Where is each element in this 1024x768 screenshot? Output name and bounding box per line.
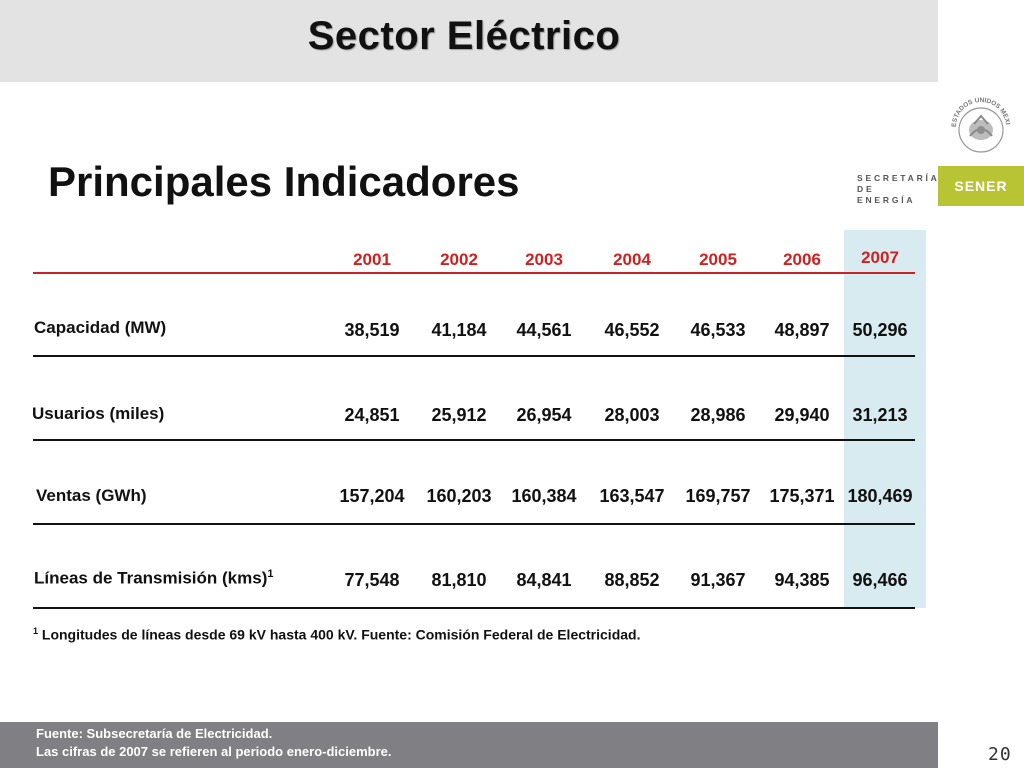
footnote: 1 Longitudes de líneas desde 69 kV hasta… (33, 626, 640, 643)
table-cell: 175,371 (769, 486, 835, 506)
table-cell: 31,213 (852, 405, 908, 425)
table-cell: 48,897 (774, 320, 830, 340)
table-cell: 96,466 (852, 570, 908, 590)
table-cell: 91,367 (690, 570, 746, 590)
table-cell: 41,184 (431, 320, 487, 340)
row-label: Líneas de Transmisión (kms)1 (34, 568, 273, 589)
row-label: Ventas (GWh) (36, 486, 147, 506)
year-header-2006: 2006 (783, 250, 821, 269)
table-cell: 84,841 (516, 570, 572, 590)
table-cell: 44,561 (516, 320, 572, 340)
table-cell: 157,204 (339, 486, 405, 506)
sener-label: SENER (954, 178, 1008, 194)
page-title: Sector Eléctrico (307, 14, 621, 58)
header-divider (33, 272, 915, 274)
footnote-text: Longitudes de líneas desde 69 kV hasta 4… (41, 626, 641, 643)
row-label-text: Líneas de Transmisión (kms) (34, 568, 268, 588)
table-cell: 160,384 (511, 486, 577, 506)
row-label-text: Ventas (GWh) (36, 486, 147, 505)
row-label: Usuarios (miles) (32, 404, 164, 424)
section-subtitle: Principales Indicadores (48, 158, 520, 205)
row-divider (33, 607, 915, 609)
year-header-2002: 2002 (440, 250, 478, 269)
row-label: Capacidad (MW) (34, 318, 166, 338)
table-cell: 160,203 (426, 486, 492, 506)
table-cell: 26,954 (516, 405, 572, 425)
table-cell: 28,003 (604, 405, 660, 425)
footnote-marker: 1 (33, 626, 39, 636)
footer-note: Las cifras de 2007 se refieren al period… (36, 744, 392, 759)
table-cell: 24,851 (344, 405, 400, 425)
year-header-2003: 2003 (525, 250, 563, 269)
table-cell: 169,757 (685, 486, 751, 506)
year-header-2001: 2001 (353, 250, 391, 269)
table-cell: 46,552 (604, 320, 660, 340)
footer-source: Fuente: Subsecretaría de Electricidad. (36, 726, 273, 741)
mexican-seal-icon: ESTADOS UNIDOS MEXICANOS (943, 87, 1016, 162)
table-cell: 88,852 (604, 570, 660, 590)
row-label-text: Usuarios (miles) (32, 404, 165, 423)
row-divider (33, 355, 915, 357)
row-divider (33, 439, 915, 441)
secretaria-label: SECRETARÍA DE ENERGÍA (857, 173, 937, 206)
year-header-2005: 2005 (699, 250, 737, 269)
table-cell: 50,296 (852, 320, 908, 340)
page-number: 20 (988, 744, 1012, 765)
table-cell: 163,547 (599, 486, 665, 506)
table-cell: 77,548 (344, 570, 400, 590)
footer-band: Fuente: Subsecretaría de Electricidad. L… (0, 722, 938, 768)
table-cell: 28,986 (690, 405, 746, 425)
table-cell: 38,519 (344, 320, 400, 340)
row-label-text: Capacidad (MW) (34, 318, 167, 337)
table-cell: 94,385 (774, 570, 830, 590)
sener-logo: SENER (938, 166, 1024, 206)
year-header-2007: 2007 (861, 248, 899, 267)
header-band (0, 0, 938, 82)
table-cell: 180,469 (847, 486, 913, 506)
table-cell: 81,810 (431, 570, 487, 590)
table-cell: 46,533 (690, 320, 746, 340)
secretaria-line2: DE ENERGÍA (857, 184, 916, 205)
highlight-column-2007 (844, 230, 926, 608)
table-cell: 29,940 (774, 405, 830, 425)
row-divider (33, 523, 915, 525)
year-header-2004: 2004 (613, 250, 651, 269)
row-label-marker: 1 (267, 568, 274, 580)
table-cell: 25,912 (431, 405, 487, 425)
secretaria-line1: SECRETARÍA (857, 173, 940, 183)
